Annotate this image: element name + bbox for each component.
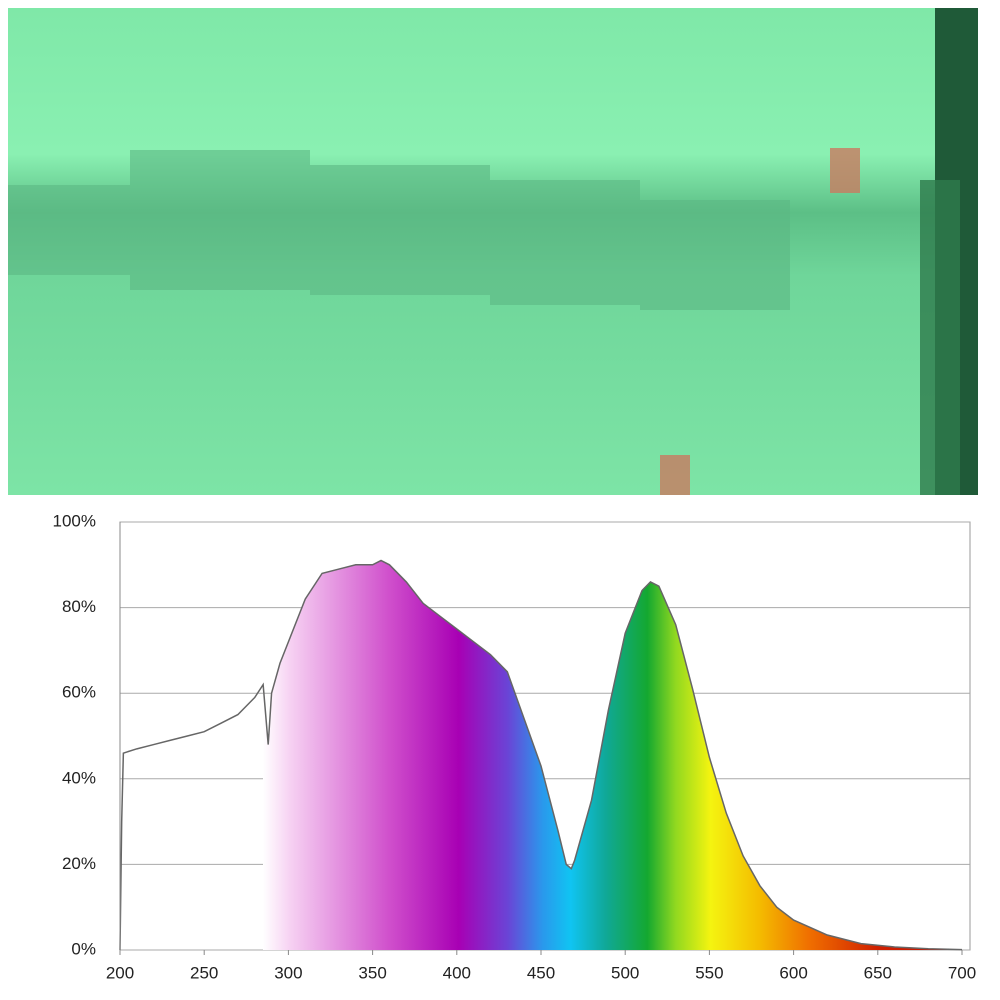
area bbox=[263, 560, 962, 950]
chart: 0% 20% 40% 60% 80% 100% 200 250 300 350 400 450 500 5… bbox=[53, 511, 977, 982]
x-tick-label: 400 bbox=[443, 963, 471, 982]
y-tick-label: 40% bbox=[62, 768, 96, 787]
x-tick-label: 450 bbox=[527, 963, 555, 982]
y-tick-label: 0% bbox=[71, 939, 96, 958]
y-tick-label: 100% bbox=[53, 511, 96, 530]
x-tick-label: 600 bbox=[779, 963, 807, 982]
x-tick-label: 200 bbox=[106, 963, 134, 982]
x-tick-label: 250 bbox=[190, 963, 218, 982]
x-tick-label: 300 bbox=[274, 963, 302, 982]
x-tick-label: 550 bbox=[695, 963, 723, 982]
x-tick-label: 650 bbox=[864, 963, 892, 982]
y-tick-label: 80% bbox=[62, 597, 96, 616]
y-tick-label: 60% bbox=[62, 683, 96, 702]
line bbox=[119, 559, 963, 951]
x-tick-label: 500 bbox=[611, 963, 639, 982]
y-tick-label: 20% bbox=[62, 854, 96, 873]
x-tick-label: 350 bbox=[358, 963, 386, 982]
photo bbox=[8, 8, 978, 495]
x-tick-label: 700 bbox=[948, 963, 976, 982]
